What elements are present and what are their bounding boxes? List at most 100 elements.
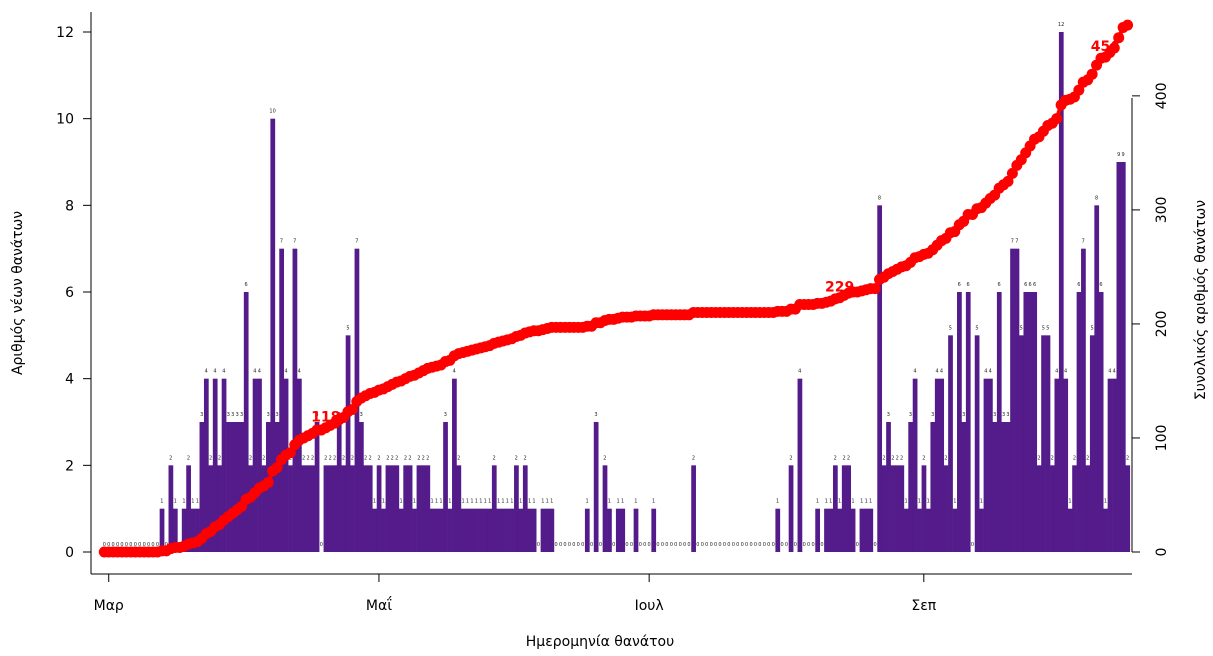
bar-value-label: 0	[710, 542, 713, 548]
bar	[372, 508, 378, 552]
bar-value-label: 4	[213, 369, 216, 375]
bar-value-label: 1	[439, 499, 442, 505]
bar-value-label: 0	[648, 542, 651, 548]
bar-value-label: 1	[510, 499, 513, 505]
bar-value-label: 2	[395, 455, 398, 461]
bar-value-label: 3	[360, 412, 363, 418]
y-right-tick-label: 100	[1154, 425, 1170, 452]
bar-value-label: 1	[373, 499, 376, 505]
bar-value-label: 1	[435, 499, 438, 505]
bar-value-label: 0	[537, 542, 540, 548]
bar	[545, 508, 550, 552]
bar	[341, 465, 347, 552]
bar-value-label: 2	[404, 455, 407, 461]
bar	[633, 508, 639, 552]
bar-value-label: 5	[346, 325, 349, 331]
bar	[226, 422, 231, 552]
bar-value-label: 1	[462, 499, 465, 505]
bar-value-label: 2	[1037, 455, 1040, 461]
bar-value-label: 0	[151, 542, 154, 548]
bar	[212, 378, 218, 552]
bar-value-label: 0	[555, 542, 558, 548]
bar	[217, 465, 222, 552]
bar	[584, 508, 590, 552]
y-right-tick-label: 400	[1154, 82, 1170, 109]
bar-value-label: 3	[267, 412, 270, 418]
cumulative-point	[346, 403, 358, 415]
bar	[230, 422, 236, 552]
daily-deaths-bar-labels: 0000000000000102101211342424333362442310…	[103, 22, 1129, 548]
bar-value-label: 4	[1055, 369, 1058, 375]
bar-value-label: 6	[1029, 282, 1032, 288]
bar-value-label: 0	[723, 542, 726, 548]
bar-value-label: 1	[484, 499, 487, 505]
bar-value-label: 2	[218, 455, 221, 461]
x-axis-ticks: Μαρ Μαΐ Ιουλ Σεπ	[94, 574, 937, 614]
bar-value-label: 0	[116, 542, 119, 548]
bar	[992, 422, 998, 552]
bar	[199, 422, 205, 552]
bar	[186, 465, 191, 552]
bar-value-label: 6	[244, 282, 247, 288]
bar-value-label: 6	[958, 282, 961, 288]
bar	[850, 508, 856, 552]
bar	[407, 465, 413, 552]
bar-value-label: 2	[944, 455, 947, 461]
bar-value-label: 3	[231, 412, 234, 418]
bar-value-label: 2	[169, 455, 172, 461]
bar-value-label: 0	[767, 542, 770, 548]
x-tick-label: Ιουλ	[635, 598, 664, 614]
bar-value-label: 1	[519, 499, 522, 505]
bar-value-label: 1	[927, 499, 930, 505]
bar-value-label: 5	[1042, 325, 1045, 331]
cumulative-point	[1086, 68, 1098, 80]
bar	[895, 465, 900, 552]
bar-value-label: 0	[754, 542, 757, 548]
bar	[1058, 32, 1064, 552]
bar-value-label: 0	[718, 542, 721, 548]
bar-value-label: 7	[1011, 239, 1014, 245]
bar-value-label: 3	[275, 412, 278, 418]
bar-value-label: 2	[342, 455, 345, 461]
bar-value-label: 1	[430, 499, 433, 505]
bar-value-label: 2	[417, 455, 420, 461]
bar-value-label: 2	[847, 455, 850, 461]
bar	[398, 508, 404, 552]
bar	[465, 508, 471, 552]
bar	[961, 422, 967, 552]
bar-value-label: 7	[280, 239, 283, 245]
bar	[505, 508, 510, 552]
bar	[491, 465, 497, 552]
bar-value-label: 6	[967, 282, 970, 288]
bar-value-label: 1	[470, 499, 473, 505]
bar-value-label: 3	[1002, 412, 1005, 418]
bar	[549, 508, 555, 552]
bar-value-label: 0	[156, 542, 159, 548]
bar	[332, 465, 338, 552]
bar	[1085, 465, 1091, 552]
bar	[203, 378, 209, 552]
bar	[1027, 292, 1033, 552]
bar	[841, 465, 847, 552]
bar	[496, 508, 502, 552]
bar-value-label: 0	[107, 542, 110, 548]
bar-value-label: 7	[355, 239, 358, 245]
bar-value-label: 0	[572, 542, 575, 548]
bar-value-label: 0	[820, 542, 823, 548]
bar	[314, 422, 320, 552]
bar-value-label: 0	[590, 542, 593, 548]
bar	[381, 508, 386, 552]
bar-value-label: 0	[138, 542, 141, 548]
bar	[487, 508, 493, 552]
bar-value-label: 0	[612, 542, 615, 548]
bar	[483, 508, 488, 552]
bar-value-label: 0	[630, 542, 633, 548]
bar	[478, 508, 484, 552]
bar	[363, 465, 369, 552]
bar	[443, 422, 448, 552]
bar	[452, 378, 457, 552]
bar	[421, 465, 426, 552]
bar	[775, 508, 781, 552]
